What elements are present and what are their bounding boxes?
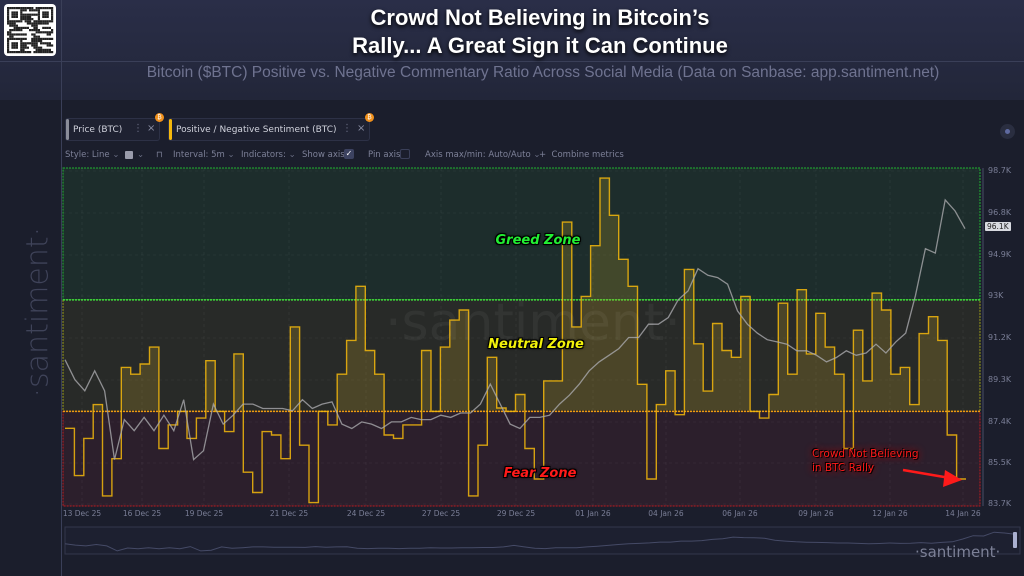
title-line-1: Crowd Not Believing in Bitcoin’s [370,5,710,30]
chevron-down-icon: ⌄ [137,150,145,160]
title-line-2: Rally... A Great Sign it Can Continue [352,33,728,58]
y-tick-label: 93K [988,291,1004,300]
close-icon[interactable]: × [357,123,366,134]
qr-code-icon [4,4,56,56]
axis-maxmin-dropdown[interactable]: Axis max/min: Auto/Auto ⌄ [425,150,541,160]
chart-settings-button[interactable] [1000,124,1015,139]
metric-tab-label: Price (BTC) [73,124,123,135]
annotation-text: Crowd Not Believing in BTC Rally [812,447,919,475]
metric-tab-label: Positive / Negative Sentiment (BTC) [176,124,337,135]
more-options-icon[interactable]: ⋮ [133,123,143,134]
divider-vertical [61,0,62,576]
sentiment-area-fill [93,178,948,410]
greed-zone-area [62,167,981,301]
x-tick-label: 13 Dec 25 [62,509,102,518]
neutral-zone-label: Neutral Zone [488,337,584,352]
chevron-down-icon: ⌄ [533,150,541,160]
y-tick-label: 87.4K [988,417,1012,426]
x-tick-label: 19 Dec 25 [184,509,224,518]
y-tick-label: 94.9K [988,250,1012,259]
x-tick-label: 09 Jan 26 [798,509,834,518]
metric-color-bar [169,119,172,140]
pin-axis-checkbox[interactable] [400,149,410,159]
show-axis-checkbox[interactable]: ✓ [344,149,354,159]
x-tick-label: 24 Dec 25 [346,509,386,518]
page-title: Crowd Not Believing in Bitcoin’s Rally..… [120,4,960,60]
sentiment-step-line [65,177,966,504]
metric-tab-price[interactable]: Price (BTC) ⋮ × [65,118,160,141]
x-tick-label: 12 Jan 26 [872,509,908,518]
combine-metrics-button[interactable]: + Combine metrics [539,150,624,160]
show-axis-label: Show axis [302,150,345,160]
close-icon[interactable]: × [147,123,156,134]
x-tick-label: 27 Dec 25 [421,509,461,518]
indicators-dropdown[interactable]: Indicators: ⌄ [241,150,296,160]
y-tick-label: 91.2K [988,333,1012,342]
interval-dropdown[interactable]: Interval: 5m ⌄ [173,150,235,160]
x-tick-label: 21 Dec 25 [269,509,309,518]
minimap-price-line [64,531,1016,552]
x-tick-label: 01 Jan 26 [575,509,611,518]
metric-tab-sentiment[interactable]: Positive / Negative Sentiment (BTC) ⋮ × [168,118,370,141]
x-tick-label: 06 Jan 26 [722,509,758,518]
greed-zone-label: Greed Zone [495,233,581,248]
divider-horizontal [0,61,1024,62]
y-tick-label: 98.7K [988,166,1012,175]
x-tick-label: 16 Dec 25 [122,509,162,518]
annotation-line-1: Crowd Not Believing [812,448,919,460]
bitcoin-badge-icon: ₿ [365,113,374,122]
plus-icon: + [539,150,547,160]
santiment-watermark-center: ·santiment· [385,293,681,353]
minimap-navigator [64,526,1021,555]
annotation-arrow-shaft [902,468,951,480]
x-tick-label: 14 Jan 26 [945,509,981,518]
y-tick-label: 96.8K [988,208,1012,217]
chevron-down-icon: ⌄ [227,150,235,160]
annotation-arrow-head [943,470,962,487]
header-banner [0,0,1024,100]
ruler-icon: ⊓ [156,150,163,160]
minimap-handle [1013,532,1017,548]
annotation-line-2: in BTC Rally [812,462,875,474]
y-tick-label: 89.3K [988,375,1012,384]
y-tick-label: 85.5K [988,458,1012,467]
price-line [64,198,966,461]
page-subtitle: Bitcoin ($BTC) Positive vs. Negative Com… [146,64,940,81]
chevron-down-icon: ⌄ [288,150,296,160]
style-dropdown[interactable]: Style: Line ⌄ [65,150,120,160]
x-tick-label: 04 Jan 26 [648,509,684,518]
last-price-label: 96.1K [985,222,1011,231]
fear-zone-label: Fear Zone [503,466,577,481]
santiment-watermark-minimap: ·santiment· [915,543,1001,561]
chevron-down-icon: ⌄ [112,150,120,160]
bitcoin-badge-icon: ₿ [155,113,164,122]
pin-axis-label: Pin axis [368,150,401,160]
more-options-icon[interactable]: ⋮ [342,123,352,134]
metric-color-bar [66,119,69,140]
x-tick-label: 29 Dec 25 [496,509,536,518]
color-swatch-button[interactable] [125,151,133,159]
y-tick-label: 83.7K [988,499,1012,508]
